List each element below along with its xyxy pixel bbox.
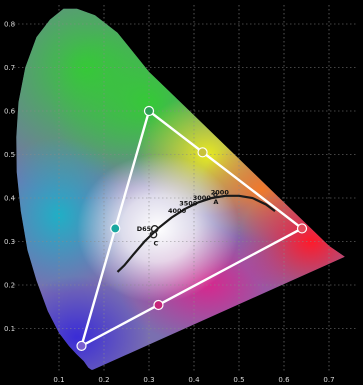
white-point-label: C: [154, 240, 159, 248]
white-point-a: A: [213, 192, 218, 206]
cct-label-2000: 2000: [211, 189, 230, 197]
measured-point-red: [296, 223, 308, 234]
measured-point-yellow: [197, 147, 208, 158]
white-point-label: A: [213, 198, 218, 206]
x-tick-label: 0.4: [188, 376, 200, 384]
y-tick-label: 0.7: [4, 64, 15, 72]
y-tick-label: 0.2: [4, 282, 15, 290]
x-tick-label: 0.6: [278, 376, 290, 384]
x-tick-label: 0.5: [233, 376, 244, 384]
x-tick-label: 0.1: [53, 376, 64, 384]
y-tick-label: 0.5: [4, 151, 15, 159]
x-tick-label: 0.2: [98, 376, 109, 384]
y-tick-label: 0.1: [4, 325, 15, 333]
y-tick-label: 0.8: [4, 21, 15, 29]
measured-point-green: [143, 105, 155, 117]
y-tick-label: 0.3: [4, 238, 15, 246]
tick-labels: 0.1 0.2 0.3 0.4 0.5 0.6 0.7 0.1 0.2 0.3 0.4 0.5 0.6 0…: [4, 21, 335, 385]
y-tick-label: 0.4: [4, 195, 16, 203]
grid: [14, 5, 358, 372]
planckian-locus: [116, 194, 276, 273]
measured-point-cyan: [110, 223, 121, 234]
white-point-c: C: [149, 230, 159, 248]
measured-point-blue: [76, 340, 87, 351]
y-tick-label: 0.6: [4, 108, 16, 116]
measured-point-magenta: [153, 299, 164, 311]
x-tick-label: 0.7: [323, 376, 334, 384]
cct-label-3500: 3500: [179, 199, 198, 207]
cct-label-3000: 3000: [193, 194, 212, 202]
white-point-marker: [149, 230, 158, 239]
white-point-marker: [213, 192, 218, 198]
white-point-label: D65: [137, 225, 152, 233]
x-tick-label: 0.3: [143, 376, 154, 384]
cct-label-4000: 4000: [168, 207, 187, 215]
